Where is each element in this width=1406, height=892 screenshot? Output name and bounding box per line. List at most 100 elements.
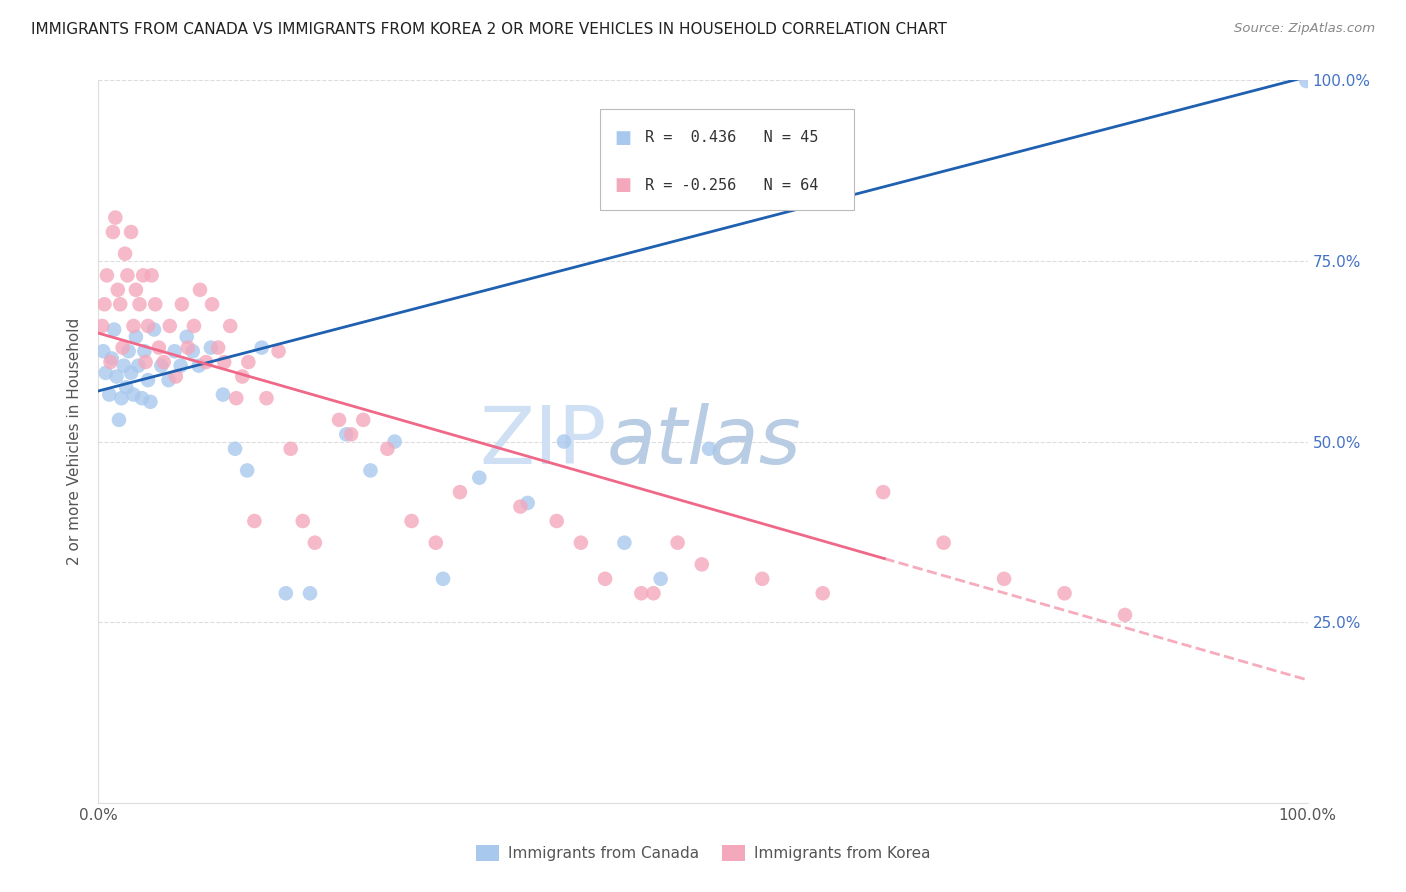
Point: [183, 318, 205, 333]
Point: [328, 413, 350, 427]
Point: [177, 341, 200, 355]
Point: [299, 586, 322, 600]
Point: [449, 485, 471, 500]
Point: [139, 394, 162, 409]
Point: [569, 535, 592, 549]
Point: [516, 496, 538, 510]
Point: [304, 535, 326, 549]
Point: [112, 359, 135, 373]
Point: [932, 535, 955, 549]
Point: [134, 344, 156, 359]
Point: [108, 413, 131, 427]
Point: [546, 514, 568, 528]
Point: [243, 514, 266, 528]
Point: [136, 318, 159, 333]
Point: [593, 572, 616, 586]
Point: [114, 246, 136, 260]
Point: [98, 387, 121, 401]
Text: atlas: atlas: [606, 402, 801, 481]
Point: [274, 586, 297, 600]
Point: [231, 369, 253, 384]
Point: [219, 318, 242, 333]
Point: [152, 355, 174, 369]
Point: [509, 500, 531, 514]
Point: [697, 442, 720, 456]
Point: [212, 355, 235, 369]
Point: [100, 355, 122, 369]
Point: [125, 283, 148, 297]
Point: [118, 344, 141, 359]
Y-axis label: 2 or more Vehicles in Household: 2 or more Vehicles in Household: [67, 318, 83, 566]
Point: [1295, 74, 1317, 88]
Point: [136, 373, 159, 387]
Point: [280, 442, 302, 456]
Point: [291, 514, 314, 528]
Point: [107, 283, 129, 297]
Point: [630, 586, 652, 600]
Point: [115, 380, 138, 394]
Point: [157, 373, 180, 387]
Point: [135, 355, 157, 369]
Point: [236, 463, 259, 477]
Point: [122, 387, 145, 401]
Point: [250, 341, 273, 355]
Point: [432, 572, 454, 586]
Point: [143, 322, 166, 336]
Point: [165, 369, 187, 384]
Point: [384, 434, 406, 449]
Text: ■: ■: [614, 176, 631, 194]
Point: [352, 413, 374, 427]
Legend: Immigrants from Canada, Immigrants from Korea: Immigrants from Canada, Immigrants from …: [470, 839, 936, 867]
Point: [111, 341, 134, 355]
Point: [120, 225, 142, 239]
Point: [159, 318, 181, 333]
Point: [200, 341, 222, 355]
Point: [212, 387, 235, 401]
Point: [751, 572, 773, 586]
Point: [105, 369, 128, 384]
Point: [267, 344, 290, 359]
Point: [187, 359, 209, 373]
Text: ZIP: ZIP: [479, 402, 606, 481]
Point: [207, 341, 229, 355]
Point: [650, 572, 672, 586]
Point: [163, 344, 186, 359]
Point: [110, 391, 132, 405]
Point: [201, 297, 224, 311]
Point: [188, 283, 211, 297]
Point: [553, 434, 575, 449]
Point: [195, 355, 218, 369]
Point: [104, 211, 127, 225]
Point: [238, 355, 260, 369]
Point: [811, 586, 834, 600]
Point: [93, 297, 115, 311]
Point: [468, 470, 491, 484]
Point: [643, 586, 665, 600]
Text: IMMIGRANTS FROM CANADA VS IMMIGRANTS FROM KOREA 2 OR MORE VEHICLES IN HOUSEHOLD : IMMIGRANTS FROM CANADA VS IMMIGRANTS FRO…: [31, 22, 946, 37]
Point: [1114, 607, 1136, 622]
Point: [143, 297, 166, 311]
Point: [100, 351, 122, 366]
Point: [170, 297, 193, 311]
Point: [176, 330, 198, 344]
FancyBboxPatch shape: [600, 109, 855, 211]
Point: [1053, 586, 1076, 600]
Point: [128, 297, 150, 311]
Point: [122, 318, 145, 333]
Point: [425, 535, 447, 549]
Point: [91, 344, 114, 359]
Point: [360, 463, 382, 477]
Point: [94, 366, 117, 380]
Point: [993, 572, 1015, 586]
Point: [103, 322, 125, 336]
Text: R =  0.436   N = 45: R = 0.436 N = 45: [645, 130, 818, 145]
Point: [340, 427, 363, 442]
Point: [132, 268, 155, 283]
Text: Source: ZipAtlas.com: Source: ZipAtlas.com: [1234, 22, 1375, 36]
Point: [150, 359, 173, 373]
Point: [125, 330, 148, 344]
Point: [108, 297, 131, 311]
Point: [335, 427, 357, 442]
Point: [690, 558, 713, 572]
Point: [91, 318, 114, 333]
